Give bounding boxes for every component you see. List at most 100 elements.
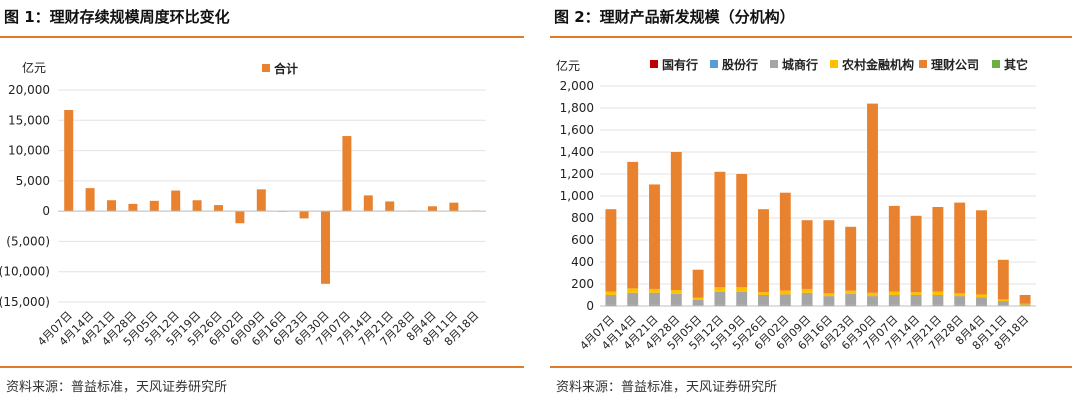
bar-segment bbox=[823, 293, 835, 297]
bar-segment bbox=[779, 304, 791, 306]
bar-segment bbox=[605, 291, 617, 295]
figure-2-title: 图 2：理财产品新发规模（分机构） bbox=[554, 8, 795, 26]
bar-segment bbox=[954, 293, 966, 297]
bar-segment bbox=[801, 288, 813, 293]
left-ytick-label: 20,000 bbox=[8, 83, 50, 97]
bar bbox=[385, 201, 395, 212]
bar-segment bbox=[736, 174, 748, 288]
bar bbox=[192, 200, 202, 212]
bar-segment bbox=[736, 304, 748, 306]
bar bbox=[64, 109, 74, 212]
bar-segment bbox=[714, 304, 726, 306]
bar-segment bbox=[779, 192, 791, 291]
bar-segment bbox=[888, 304, 900, 306]
legend-swatch bbox=[770, 60, 778, 68]
legend-label: 国有行 bbox=[662, 57, 698, 72]
bar-segment bbox=[670, 304, 682, 306]
bar-segment bbox=[714, 287, 726, 292]
legend-swatch bbox=[262, 64, 270, 72]
bar-segment bbox=[845, 290, 857, 294]
right-ytick-label: 2,000 bbox=[560, 79, 594, 93]
bar bbox=[256, 189, 266, 212]
bar-segment bbox=[976, 210, 987, 295]
bar-segment bbox=[997, 259, 1009, 300]
bar bbox=[149, 200, 159, 212]
legend-swatch bbox=[650, 60, 658, 68]
bar-segment bbox=[670, 290, 682, 294]
bar-segment bbox=[932, 304, 944, 306]
figure-1-source: 资料来源：普益标准，天风证券研究所 bbox=[6, 380, 228, 395]
bar-segment bbox=[823, 220, 835, 294]
legend-label: 农村金融机构 bbox=[841, 57, 914, 72]
bar bbox=[428, 206, 437, 212]
bar-segment bbox=[801, 292, 813, 305]
bar-segment bbox=[627, 292, 639, 305]
right-ytick-label: 200 bbox=[571, 277, 594, 291]
bar-segment bbox=[867, 296, 878, 305]
bar-segment bbox=[823, 304, 835, 306]
bar-segment bbox=[910, 304, 922, 306]
bar-segment bbox=[758, 209, 769, 293]
bar bbox=[214, 205, 223, 212]
bar-segment bbox=[976, 294, 987, 298]
legend-label: 合计 bbox=[274, 61, 298, 76]
bar-segment bbox=[758, 295, 769, 305]
bar bbox=[107, 200, 116, 212]
bar-segment bbox=[845, 304, 857, 306]
bar-segment bbox=[867, 103, 878, 293]
bar-segment bbox=[649, 288, 660, 293]
bar-segment bbox=[627, 288, 639, 293]
left-ytick-label: 15,000 bbox=[8, 113, 50, 127]
left-ytick-label: (5,000) bbox=[6, 234, 50, 248]
bar-segment bbox=[976, 304, 987, 306]
bar-segment bbox=[910, 295, 922, 305]
figure-2-chart: 亿元 0 200 400 600 800 1,000 1,200 1,400 1,600 1,800… bbox=[556, 57, 1036, 353]
bar-segment bbox=[823, 296, 835, 305]
bar-segment bbox=[954, 304, 966, 306]
bar-segment bbox=[670, 293, 682, 305]
bar-segment bbox=[997, 301, 1009, 306]
left-ytick-label: 0 bbox=[42, 204, 50, 218]
bar-segment bbox=[714, 171, 726, 288]
bar-segment bbox=[932, 207, 944, 292]
bar-segment bbox=[605, 304, 617, 306]
y-unit-label: 亿元 bbox=[22, 60, 46, 75]
bar bbox=[235, 211, 245, 224]
figure-1-panel: 图 1：理财存续规模周度环比变化 亿元 20,000 15,000 10,000 5,0… bbox=[0, 0, 532, 401]
figure-1-title: 图 1：理财存续规模周度环比变化 bbox=[4, 8, 230, 26]
left-ytick-label: (15,000) bbox=[0, 295, 50, 309]
right-ytick-label: 1,400 bbox=[560, 145, 594, 159]
bar bbox=[171, 190, 181, 212]
bar-segment bbox=[976, 297, 987, 305]
bar-segment bbox=[954, 202, 966, 294]
right-ytick-label: 400 bbox=[571, 255, 594, 269]
right-ytick-label: 800 bbox=[571, 211, 594, 225]
bar-segment bbox=[997, 299, 1009, 302]
bar-segment bbox=[692, 269, 704, 298]
bar-segment bbox=[605, 209, 617, 292]
right-ytick-label: 600 bbox=[571, 233, 594, 247]
legend-swatch bbox=[710, 60, 718, 68]
bar-segment bbox=[649, 304, 660, 306]
bar bbox=[449, 202, 459, 212]
bar-segment bbox=[627, 304, 639, 306]
legend-label: 理财公司 bbox=[931, 57, 979, 72]
bar-segment bbox=[801, 220, 813, 289]
bar-segment bbox=[758, 304, 769, 306]
legend-label: 城商行 bbox=[782, 57, 818, 72]
bar bbox=[299, 211, 309, 219]
bar-segment bbox=[867, 292, 878, 297]
right-ytick-label: 1,000 bbox=[560, 189, 594, 203]
bar-segment bbox=[845, 293, 857, 305]
bar-segment bbox=[779, 294, 791, 305]
bar-segment bbox=[670, 152, 682, 291]
bar-segment bbox=[758, 292, 769, 295]
bar bbox=[363, 195, 373, 212]
figure-2-panel: 图 2：理财产品新发规模（分机构） 亿元 0 200 400 600 800 1,000 1,… bbox=[550, 0, 1080, 401]
bar-segment bbox=[910, 292, 922, 295]
bar-segment bbox=[888, 205, 900, 292]
figure-2-bottom-rule bbox=[550, 366, 1072, 368]
bar-segment bbox=[736, 291, 748, 305]
bar-segment bbox=[605, 295, 617, 305]
bar-segment bbox=[888, 295, 900, 305]
